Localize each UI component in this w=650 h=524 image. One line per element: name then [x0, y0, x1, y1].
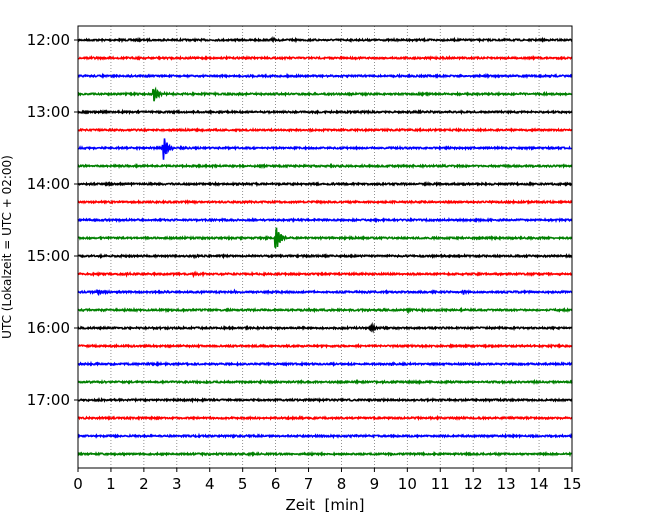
y-tick-label: 15:00 [27, 247, 70, 265]
y-tick-label: 17:00 [27, 391, 70, 409]
trace-row [77, 126, 573, 134]
trace-row [77, 216, 573, 224]
x-tick-label: 10 [398, 475, 417, 493]
trace-row [77, 378, 573, 386]
y-axis: 12:00 13:00 14:00 15:00 16:00 17:00 [27, 31, 78, 409]
trace-row [77, 321, 573, 334]
trace-row [77, 450, 573, 458]
x-tick-label: 7 [304, 475, 314, 493]
x-tick-label: 1 [106, 475, 116, 493]
trace-row [77, 162, 573, 170]
x-tick-label: 13 [497, 475, 516, 493]
traces [77, 36, 573, 458]
trace-row [77, 432, 573, 440]
x-axis-label: Zeit [min] [285, 496, 364, 514]
trace-row [78, 396, 573, 404]
trace-row [77, 270, 573, 279]
y-tick-label: 13:00 [27, 103, 70, 121]
trace-row [77, 108, 573, 116]
trace-row [77, 72, 573, 80]
x-tick-label: 9 [370, 475, 380, 493]
trace-row [77, 36, 573, 44]
grid-lines [110, 26, 540, 468]
trace-row [77, 180, 573, 188]
plot-frame [77, 25, 573, 469]
y-axis-label: UTC (Lokalzeit = UTC + 02:00) [0, 155, 14, 339]
y-tick-label: 12:00 [27, 31, 70, 49]
trace-row [77, 138, 572, 160]
x-tick-label: 0 [73, 475, 83, 493]
x-tick-label: 6 [271, 475, 281, 493]
x-tick-label: 5 [238, 475, 248, 493]
x-tick-label: 12 [464, 475, 483, 493]
y-tick-label: 16:00 [27, 319, 70, 337]
y-tick-label: 14:00 [27, 175, 70, 193]
x-tick-label: 11 [431, 475, 450, 493]
trace-row [77, 342, 573, 350]
x-tick-label: 15 [562, 475, 581, 493]
trace-row [77, 306, 573, 314]
x-tick-label: 8 [337, 475, 347, 493]
x-axis: 0 1 2 3 4 5 6 7 8 9 10 11 12 13 14 15 [73, 468, 582, 493]
trace-row [77, 414, 573, 422]
trace-row [77, 288, 573, 297]
trace-row [77, 86, 573, 102]
x-tick-label: 4 [205, 475, 215, 493]
trace-row [78, 252, 573, 260]
x-tick-label: 3 [172, 475, 182, 493]
trace-row [77, 54, 573, 61]
x-tick-label: 14 [530, 475, 549, 493]
x-tick-label: 2 [139, 475, 149, 493]
trace-row [77, 360, 573, 368]
trace-row [77, 198, 573, 206]
trace-row [78, 227, 573, 249]
